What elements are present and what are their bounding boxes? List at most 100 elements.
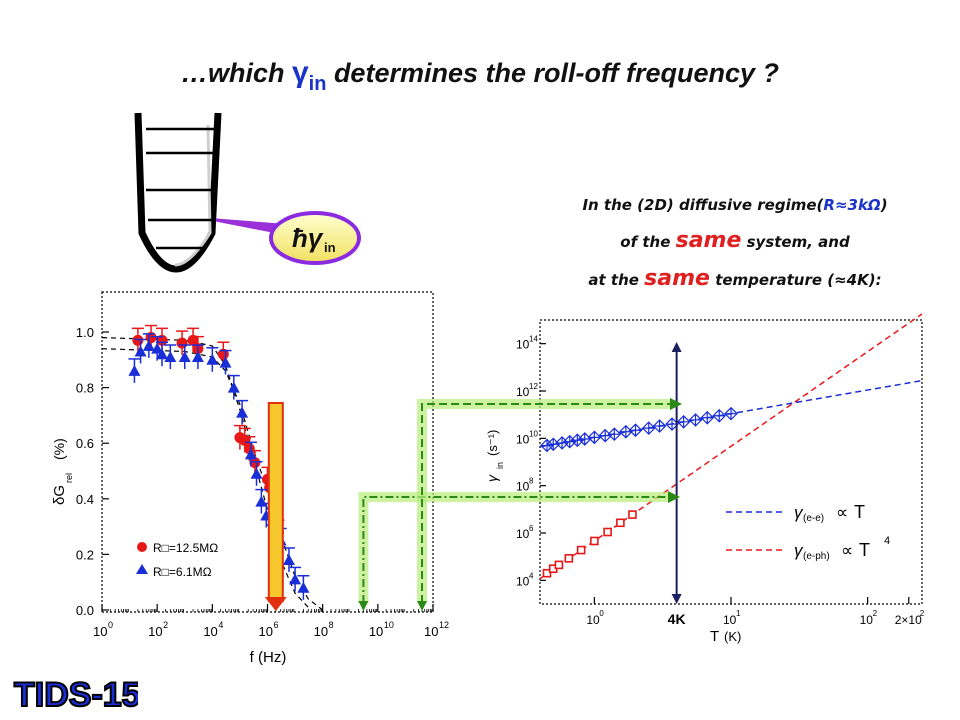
chart2-legend-var-0: T	[854, 502, 865, 522]
chart1-xtick-base-5: 10	[369, 624, 383, 639]
chart1-xtick-exp-3: 6	[274, 620, 279, 630]
title-prefix: …which	[180, 58, 292, 88]
chart1-point-red-8	[239, 434, 251, 446]
chart2-legend-symbol-1: γ	[794, 541, 804, 560]
chart2-ytick-base-5: 10	[516, 338, 530, 352]
chart1-point-blue-2	[142, 339, 155, 351]
chart2-xtick-exp-3: 2	[920, 609, 925, 618]
chart2-ytick-exp-0: 4	[529, 571, 534, 580]
chart2-ylabel-sub: in	[495, 462, 505, 469]
chart2-point-blue-17	[712, 408, 727, 423]
chart2-4k-label: 4K	[668, 611, 686, 627]
chart2-legend-prop-1: ∝	[841, 541, 853, 560]
chart1-point-red-3	[176, 337, 188, 349]
chart1-xtick-base-6: 10	[424, 624, 438, 639]
chart1-point-red-0	[132, 334, 144, 346]
chart1-legend-marker-red	[137, 542, 147, 552]
note-line-1: In the (2D) diffusive regime(R≈3kΩ)	[515, 196, 955, 214]
well-outline	[134, 112, 222, 273]
potential-well-diagram: ħγ in	[134, 112, 361, 273]
note3-suffix: temperature (≈4K):	[709, 271, 882, 289]
logo-text: TIDS-15	[14, 676, 138, 714]
chart2-point-blue-14	[676, 414, 691, 429]
note2-word: same	[675, 228, 742, 253]
chart2-point-red-3	[564, 554, 574, 563]
chart1-point-blue-12	[244, 448, 257, 460]
chart1-point-blue-9	[219, 356, 232, 368]
chart2-legend-prop-0: ∝	[836, 503, 848, 522]
chart1-xtick-base-4: 10	[314, 624, 328, 639]
chart1-point-blue-11	[236, 406, 249, 418]
chart1-ytick-label-4: 0.8	[76, 381, 94, 396]
chart1-point-blue-4	[156, 348, 169, 360]
bubble-hbar-gamma: ħγ	[292, 223, 324, 253]
chart1-legend-marker-blue	[136, 564, 148, 574]
chart2-point-blue-4	[570, 433, 585, 448]
chart1-point-blue-5	[164, 351, 177, 363]
chart1-ylabel-main: δG	[51, 485, 68, 505]
chart1-xtick-exp-6: 12	[439, 620, 449, 630]
chart1-point-blue-18	[282, 553, 295, 565]
tids-logo: TIDS-15	[13, 675, 138, 714]
chart2-point-blue-15	[688, 413, 703, 427]
chart2-xtick-exp-0: 0	[599, 609, 604, 618]
chart2-legend-symbol-0: γ	[794, 503, 804, 522]
chart2-point-blue-18	[724, 406, 738, 421]
note3-prefix: at the	[588, 271, 645, 289]
chart2-xtick-base-1: 10	[723, 613, 737, 627]
chart2-ytick-exp-1: 6	[529, 524, 534, 533]
chart2-ytick-base-0: 10	[516, 574, 530, 588]
title-gamma-sub: in	[308, 73, 327, 95]
note-line-3: at the same temperature (≈4K):	[515, 266, 955, 291]
chart2-legend-sub-1: (e-ph)	[803, 551, 830, 562]
chart1-point-red-4	[187, 334, 199, 346]
chart2-point-red-6	[603, 527, 612, 537]
link-arrowhead-lower-left	[358, 601, 369, 611]
chart1-xtick-exp-0: 0	[108, 620, 113, 630]
note1-suffix: )	[880, 196, 888, 214]
link-arrowhead-upper-left	[417, 601, 428, 611]
chart1-point-blue-0	[128, 364, 141, 376]
chart2-frame	[539, 319, 923, 605]
chart2-point-blue-12	[652, 419, 667, 433]
chart2-point-red-0	[542, 568, 552, 578]
chart2-point-blue-10	[628, 423, 643, 438]
chart2-ytick-exp-5: 14	[529, 335, 538, 344]
chart1-point-blue-20	[297, 581, 310, 593]
chart2-ylabel-unit: (s⁻¹)	[485, 430, 500, 456]
chart2-ytick-base-2: 10	[516, 480, 530, 494]
chart2-point-red-8	[628, 510, 637, 519]
chart1-point-blue-6	[178, 351, 191, 363]
chart2-ytick-base-3: 10	[516, 432, 530, 446]
note3-word: same	[644, 266, 710, 291]
chart1-fit-red	[101, 337, 309, 608]
chart1-point-blue-19	[289, 573, 302, 585]
chart2-ytick-exp-2: 8	[529, 477, 534, 486]
chart1-xtick-base-3: 10	[259, 624, 273, 639]
chart2-point-red-2	[554, 560, 564, 570]
note2-suffix: system, and	[741, 233, 850, 251]
chart1-xtick-exp-5: 10	[384, 620, 394, 630]
bubble	[269, 211, 361, 265]
chart2-point-blue-16	[700, 410, 715, 425]
chart2-point-blue-2	[555, 436, 569, 450]
chart1-ytick-label-5: 1.0	[76, 325, 94, 340]
chart2-xlabel-main: T	[710, 628, 719, 645]
chart1-point-blue-13	[250, 467, 263, 479]
chart2-point-red-7	[616, 518, 625, 528]
chart1-ylabel-sub: rel	[64, 473, 74, 483]
chart2-ytick-base-4: 10	[516, 385, 530, 399]
chart2-point-blue-9	[619, 424, 633, 439]
chart1-xlabel: f (Hz)	[250, 649, 287, 666]
chart2-xtick-base-0: 10	[586, 613, 600, 627]
link-path-lower	[362, 496, 668, 603]
note2-prefix: of the	[620, 233, 676, 251]
chart2-fit-1	[539, 313, 923, 580]
chart1-legend-label-red: R□=12.5MΩ	[153, 541, 218, 555]
bubble-sub: in	[324, 240, 336, 255]
chart1-xtick-base-1: 10	[148, 624, 162, 639]
chart1-fit-blue	[101, 348, 324, 611]
chart2-point-red-5	[590, 536, 599, 546]
slide-title: …which γin determines the roll-off frequ…	[0, 56, 960, 96]
